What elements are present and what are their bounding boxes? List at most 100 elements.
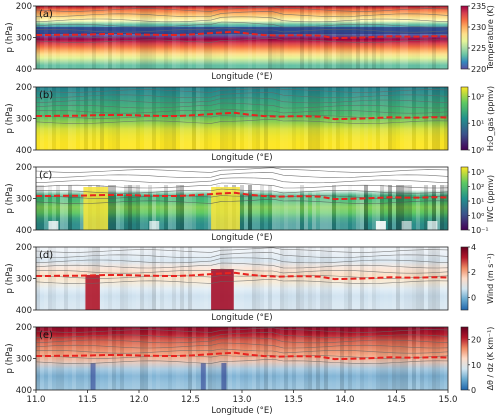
- texture-column: [320, 87, 324, 150]
- texture-column: [56, 327, 60, 390]
- texture-column: [260, 247, 264, 310]
- texture-column: [440, 327, 444, 390]
- texture-column: [436, 6, 440, 69]
- panel-label: (d): [39, 250, 53, 261]
- texture-column: [272, 247, 276, 310]
- texture-column: [84, 327, 88, 390]
- colorbar-tick-label: 4: [471, 243, 476, 252]
- texture-column: [192, 6, 196, 69]
- tropopause-line: [36, 191, 449, 201]
- texture-column: [256, 185, 260, 230]
- texture-column: [328, 327, 332, 390]
- texture-column: [120, 87, 124, 150]
- y-tick-label: 300: [16, 195, 32, 205]
- texture-column: [120, 327, 124, 390]
- texture-column: [248, 247, 252, 310]
- texture-column: [168, 247, 172, 310]
- texture-column: [204, 6, 208, 69]
- colorbar-label: Wind (m s⁻¹): [486, 253, 495, 304]
- texture-column: [308, 247, 312, 310]
- texture-column: [268, 327, 272, 390]
- texture-column: [288, 185, 292, 230]
- y-axis-label: p (hPa): [5, 263, 15, 293]
- texture-column: [260, 6, 264, 69]
- texture-column: [192, 87, 196, 150]
- texture-column: [252, 185, 256, 230]
- x-axis-label: Longitude (°E): [211, 72, 272, 82]
- texture-column: [72, 327, 76, 390]
- texture-column: [328, 247, 332, 310]
- texture-column: [128, 327, 132, 390]
- isentrope-line: [35, 252, 449, 258]
- texture-column: [112, 185, 116, 230]
- texture-column: [400, 6, 404, 69]
- texture-column: [152, 6, 156, 69]
- texture-column: [200, 247, 204, 310]
- texture-column: [112, 327, 116, 390]
- texture-column: [432, 6, 436, 69]
- texture-column: [140, 87, 144, 150]
- texture-column: [204, 247, 208, 310]
- texture-column: [172, 247, 176, 310]
- y-tick-label: 200: [16, 163, 32, 173]
- texture-column: [72, 6, 76, 69]
- texture-column: [168, 87, 172, 150]
- texture-column: [348, 185, 352, 230]
- texture-column: [192, 185, 196, 230]
- texture-column: [60, 87, 64, 150]
- texture-column: [128, 87, 132, 150]
- texture-column: [296, 6, 300, 69]
- texture-column: [264, 185, 268, 230]
- texture-column: [48, 185, 52, 230]
- texture-column: [324, 185, 328, 230]
- isentrope-line: [35, 247, 449, 253]
- texture-column: [72, 247, 76, 310]
- colorbar-tick-label: 10¹: [471, 119, 484, 128]
- texture-column: [196, 185, 200, 230]
- texture-column: [152, 185, 156, 230]
- texture-column: [444, 185, 448, 230]
- isentrope-line: [35, 16, 449, 23]
- texture-column: [400, 327, 404, 390]
- y-tick-label: 200: [16, 2, 32, 12]
- texture-column: [108, 185, 112, 230]
- x-tick-label: 12.5: [181, 395, 200, 405]
- texture-column: [124, 327, 128, 390]
- texture-column: [188, 185, 192, 230]
- panel-4: (d) 200 300 400 p (hPa) Longitude (°E) 0 2 4 Wind…: [5, 243, 495, 323]
- isentrope-line: [35, 102, 449, 109]
- texture-column: [288, 327, 292, 390]
- x-tick-label: 11.5: [78, 395, 97, 405]
- texture-column: [352, 185, 356, 230]
- texture-column: [240, 327, 244, 390]
- texture-column: [252, 327, 256, 390]
- x-axis-label: Longitude (°E): [211, 313, 272, 323]
- texture-column: [300, 327, 304, 390]
- panel-label: (e): [39, 330, 53, 341]
- x-tick-label: 15.0: [439, 395, 458, 405]
- texture-column: [316, 87, 320, 150]
- colorbar-tick-label: 10⁰: [471, 212, 484, 221]
- texture-column: [344, 185, 348, 230]
- texture-column: [80, 185, 84, 230]
- texture-column: [224, 87, 228, 150]
- texture-column: [200, 87, 204, 150]
- texture-column: [216, 6, 220, 69]
- colorbar: [460, 166, 469, 231]
- texture-column: [136, 247, 140, 310]
- texture-column: [64, 6, 68, 69]
- texture-column: [256, 327, 260, 390]
- colorbar-tick-label: 10¹: [471, 197, 484, 206]
- texture-column: [396, 185, 400, 230]
- y-axis-label: p (hPa): [5, 103, 15, 133]
- colorbar-label: IWC (ppmv): [486, 175, 495, 222]
- texture-column: [284, 247, 288, 310]
- texture-column: [400, 87, 404, 150]
- texture-column: [136, 185, 140, 230]
- y-tick-label: 400: [16, 386, 32, 396]
- texture-column: [400, 247, 404, 310]
- texture-column: [252, 87, 256, 150]
- texture-column: [208, 185, 212, 230]
- texture-column: [120, 247, 124, 310]
